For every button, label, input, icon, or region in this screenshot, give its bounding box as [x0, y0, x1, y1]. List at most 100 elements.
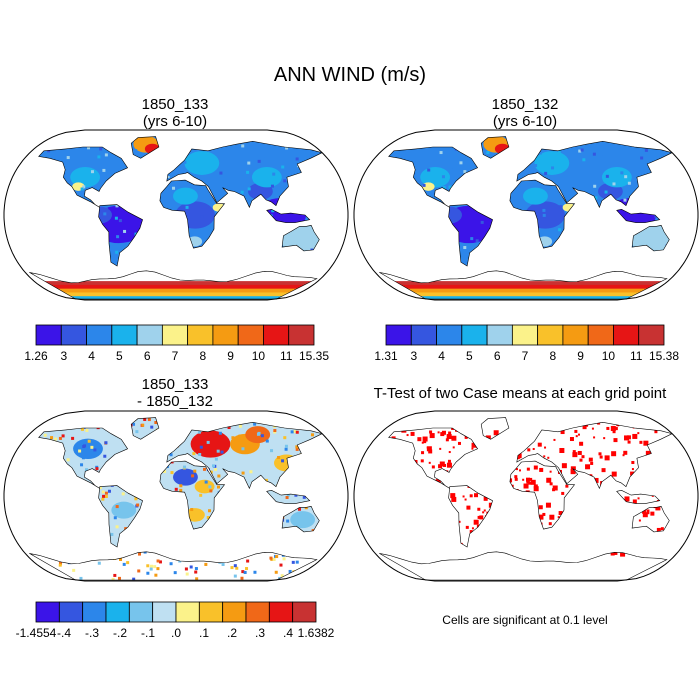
noise-cell: [219, 171, 223, 175]
significant-cell: [533, 486, 539, 492]
noise-cell: [604, 190, 608, 194]
significant-cell: [560, 430, 565, 435]
noise-cell: [169, 453, 173, 457]
colorbar-tick-label-5: 7: [172, 349, 179, 363]
wind-blob-6: [184, 151, 220, 175]
noise-cell: [593, 184, 597, 188]
noise-cell: [311, 529, 315, 533]
significant-cell: [646, 509, 650, 513]
significant-cell: [631, 468, 634, 471]
noise-cell: [241, 570, 245, 574]
noise-cell: [286, 519, 290, 523]
noise-cell: [534, 164, 538, 168]
significant-cell: [641, 509, 646, 514]
colorbar-swatch-7: [198, 601, 224, 623]
significant-cell: [557, 516, 560, 519]
noise-cell: [173, 571, 177, 575]
noise-cell: [448, 185, 452, 189]
noise-cell: [185, 572, 189, 576]
panel2-title: 1850_132 (yrs 6-10): [390, 96, 660, 130]
significant-cell: [538, 505, 543, 510]
significant-cell: [603, 437, 606, 440]
colorbar-tick-label-9: 11: [280, 349, 293, 363]
noise-cell: [117, 576, 121, 580]
significant-cell: [529, 477, 533, 481]
colorbar-1: 1.26 3 4 5 6 7 8 9 10 11 15.35: [24, 324, 329, 363]
antarctic-band-4: [391, 296, 638, 300]
noise-cell: [87, 146, 91, 150]
noise-cell: [134, 149, 138, 153]
coastline-africa: [509, 179, 576, 249]
coastline-north-america: [388, 427, 479, 489]
noise-cell: [640, 156, 644, 160]
noise-cell: [538, 151, 542, 155]
noise-cell: [257, 159, 261, 163]
noise-cell: [240, 190, 244, 194]
significant-cell: [624, 496, 630, 502]
noise-cell: [105, 207, 109, 211]
noise-cell: [116, 235, 120, 239]
significant-cell: [545, 502, 551, 508]
colorbar-swatch-6: [187, 324, 214, 346]
noise-cell: [422, 183, 426, 187]
coastline-south-america: [448, 485, 493, 548]
noise-cell: [217, 474, 221, 478]
noise-cell: [85, 428, 89, 432]
significant-cell: [428, 449, 433, 454]
significant-cell: [610, 551, 615, 556]
noise-cell: [470, 237, 474, 241]
significant-cell: [582, 425, 587, 430]
significant-cell: [642, 512, 648, 518]
colorbar-tick-label-9: 11: [630, 349, 643, 363]
noise-cell: [208, 509, 212, 513]
noise-cell: [158, 560, 162, 564]
noise-cell: [459, 161, 463, 165]
coastline-eurasia: [166, 140, 323, 209]
noise-cell: [99, 147, 103, 151]
noise-cell: [90, 170, 94, 174]
significant-cell: [422, 436, 428, 442]
noise-cell: [115, 204, 119, 208]
colorbar-swatch-3: [111, 324, 138, 346]
significant-cell: [479, 515, 484, 520]
noise-cell: [66, 458, 70, 462]
significant-cell: [626, 435, 631, 440]
significant-cell: [452, 446, 455, 449]
colorbar-swatch-8: [222, 601, 247, 623]
significant-cell: [543, 455, 546, 458]
noise-cell: [558, 228, 562, 232]
significant-cell: [624, 435, 630, 441]
significant-cell: [473, 519, 479, 525]
noise-cell: [209, 489, 213, 493]
noise-cell: [265, 439, 269, 443]
significant-cell: [538, 514, 544, 520]
noise-cell: [149, 567, 153, 571]
noise-cell: [247, 161, 251, 165]
colorbar-swatch-9: [245, 601, 270, 623]
map-background: [354, 411, 698, 581]
noise-cell: [253, 422, 257, 426]
colorbar-tick-label-2: -.3: [85, 626, 99, 640]
significant-cell: [638, 519, 641, 522]
colorbar-swatch-1: [58, 601, 84, 623]
noise-cell: [542, 213, 546, 217]
significant-cell: [493, 430, 499, 436]
significant-cell: [572, 450, 576, 454]
significant-cell: [539, 467, 544, 472]
noise-cell: [170, 471, 174, 475]
coastline-south-america: [448, 204, 493, 267]
significant-cell: [622, 454, 625, 457]
noise-cell: [562, 179, 566, 183]
coastline-greenland: [480, 417, 510, 440]
noise-cell: [644, 148, 648, 152]
significant-cell: [542, 512, 546, 516]
significant-cell: [630, 471, 635, 476]
coastline-north-america: [388, 146, 479, 208]
noise-cell: [191, 474, 195, 478]
significant-cell: [429, 433, 435, 439]
significant-cell: [443, 463, 447, 467]
significant-cell: [650, 511, 655, 516]
significant-cell: [406, 434, 409, 437]
noise-cell: [582, 158, 586, 162]
noise-cell: [270, 184, 274, 188]
